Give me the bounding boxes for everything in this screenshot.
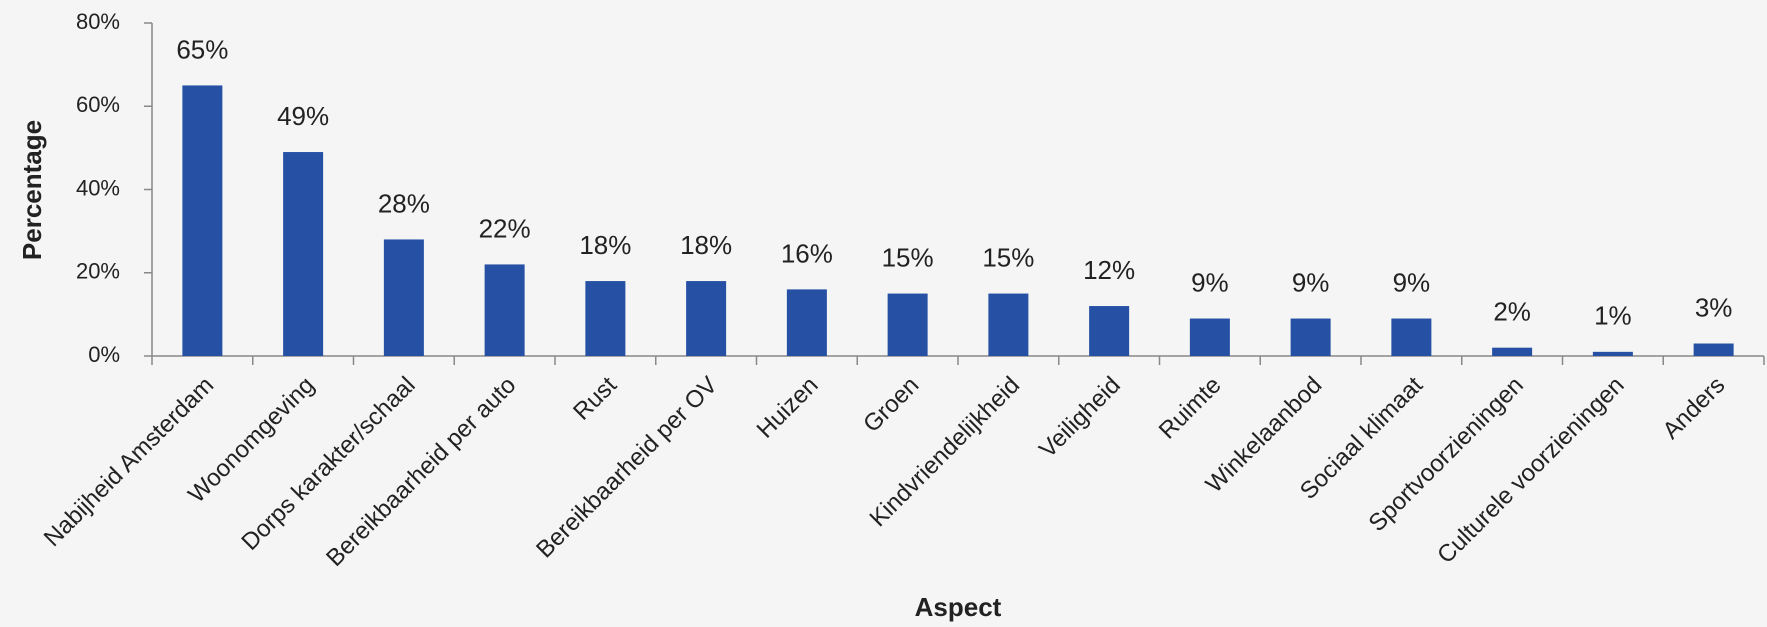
value-label: 65% — [176, 34, 228, 64]
bar — [1492, 347, 1533, 356]
value-label: 2% — [1493, 297, 1531, 327]
bar — [283, 152, 324, 356]
bar — [1391, 318, 1432, 356]
y-axis-title: Percentage — [17, 120, 47, 260]
bar — [1089, 306, 1130, 356]
value-label: 18% — [579, 230, 631, 260]
y-tick-label: 80% — [76, 9, 120, 34]
bar — [1189, 318, 1230, 356]
bar — [1290, 318, 1331, 356]
x-axis-title: Aspect — [915, 592, 1002, 622]
value-label: 15% — [982, 242, 1034, 272]
y-tick-label: 60% — [76, 92, 120, 117]
bar — [585, 281, 626, 356]
value-label: 18% — [680, 230, 732, 260]
value-label: 15% — [882, 242, 934, 272]
bar — [887, 293, 928, 356]
value-label: 9% — [1292, 267, 1330, 297]
value-label: 1% — [1594, 301, 1632, 331]
y-tick-label: 20% — [76, 259, 120, 284]
value-label: 22% — [479, 213, 531, 243]
bar — [786, 289, 827, 356]
bar — [1693, 343, 1734, 356]
value-label: 9% — [1393, 267, 1431, 297]
bar — [484, 264, 525, 356]
bar — [182, 85, 223, 356]
y-tick-label: 40% — [76, 175, 120, 200]
value-label: 3% — [1695, 292, 1733, 322]
bar — [686, 281, 727, 356]
value-label: 28% — [378, 188, 430, 218]
bar — [1592, 351, 1633, 356]
value-label: 49% — [277, 101, 329, 131]
value-label: 12% — [1083, 255, 1135, 285]
value-label: 16% — [781, 238, 833, 268]
value-label: 9% — [1191, 267, 1229, 297]
bar — [988, 293, 1029, 356]
bar — [383, 239, 424, 356]
y-tick-label: 0% — [88, 342, 120, 367]
